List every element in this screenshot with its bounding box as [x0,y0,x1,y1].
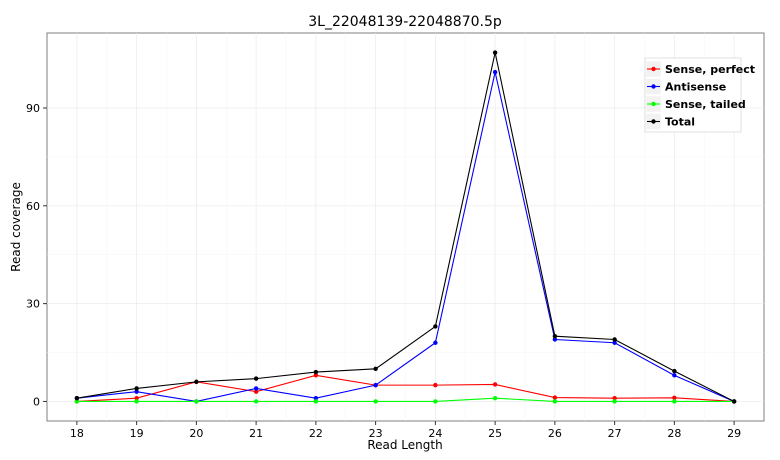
data-point [134,389,139,394]
x-axis-label: Read Length [367,438,442,452]
data-point [433,324,438,329]
data-point [552,395,558,400]
series-line [76,397,735,402]
data-point [313,395,319,401]
data-point [313,369,319,375]
x-tick-label: 29 [727,427,741,440]
data-point [433,382,438,388]
x-tick-label: 26 [548,427,562,440]
legend-key-point [651,66,656,72]
series-line [76,52,735,402]
data-point [492,382,498,387]
grid-lines [47,33,764,421]
axes: 0 30 60 90 18 19 20 21 22 23 24 25 26 27 28 29 [26,102,741,440]
data-point [253,389,259,394]
data-point [253,386,259,391]
data-point [74,395,80,401]
data-point [672,395,677,401]
data-point [134,386,139,391]
legend: Sense, perfect Antisense Sense, tailed Tota… [644,57,755,133]
data-point [433,340,438,345]
data-point [433,399,438,404]
legend-label: Total [665,116,695,129]
series-line [76,374,735,402]
legend-label: Antisense [665,81,726,94]
y-tick-label: 90 [26,102,40,115]
data-point [612,337,617,342]
y-tick-label: 0 [33,395,40,408]
x-tick-label: 27 [608,427,622,440]
legend-label: Sense, perfect [665,63,755,76]
data-point [313,373,319,378]
x-tick-label: 25 [488,427,502,440]
data-point [373,399,378,404]
legend-key-point [651,119,656,124]
data-point [552,334,558,339]
data-point [672,368,677,374]
x-tick-label: 21 [249,427,263,440]
x-tick-label: 19 [130,427,144,440]
data-point [492,395,498,401]
data-point [313,399,319,404]
x-tick-label: 22 [309,427,323,440]
data-point [612,399,617,404]
data-point [134,399,139,404]
data-point [492,69,498,75]
data-point [612,395,617,401]
legend-key-point [651,101,656,107]
data-point [672,373,677,378]
chart-title: 3L_22048139-22048870.5p [308,14,502,30]
data-point [731,399,737,404]
data-point [552,399,558,404]
data-point [552,337,558,342]
legend-label: Sense, tailed [665,98,746,111]
data-point [134,395,139,401]
data-point [253,376,259,381]
data-point [672,399,677,404]
series-lines [74,50,737,404]
data-point [373,366,378,372]
x-tick-label: 24 [428,427,442,440]
data-point [612,340,617,345]
y-tick-label: 30 [26,298,40,311]
x-tick-label: 18 [70,427,84,440]
series-line [76,72,735,402]
x-tick-label: 20 [189,427,203,440]
legend-key-point [651,84,656,89]
data-point [373,382,378,388]
data-point [194,399,199,404]
y-tick-label: 60 [26,200,40,213]
data-point [492,50,498,55]
x-tick-label: 23 [369,427,383,440]
data-point [253,399,259,404]
data-point [74,399,80,404]
y-axis-label: Read coverage [9,182,23,272]
data-point [194,379,199,385]
x-tick-label: 28 [667,427,681,440]
